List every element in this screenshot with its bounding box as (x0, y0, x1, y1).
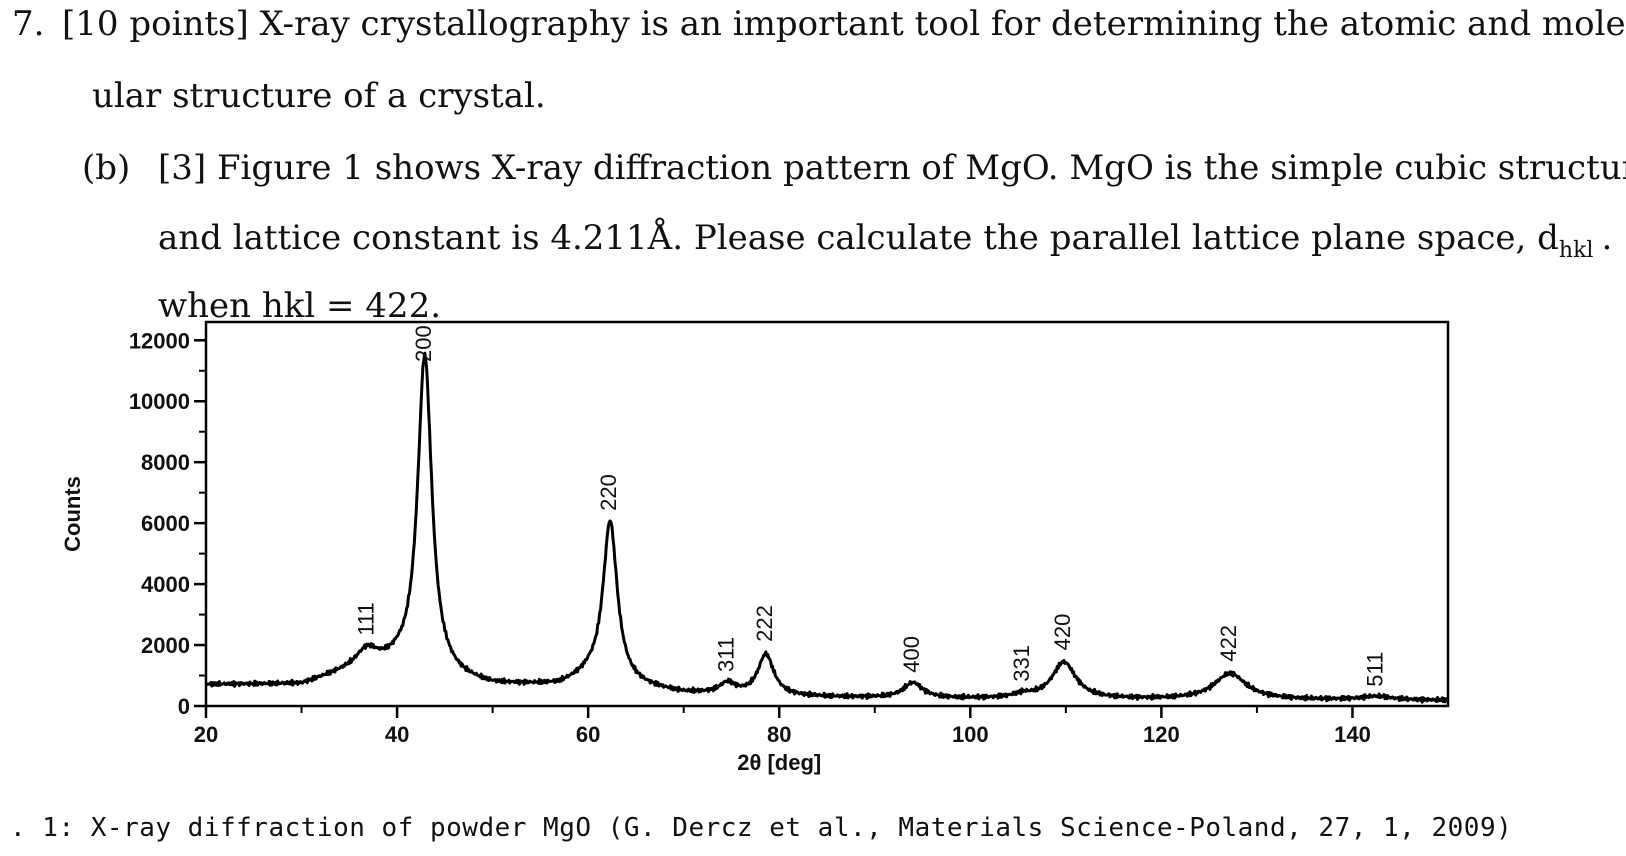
x-tick-label: 80 (767, 722, 791, 747)
peak-labels: 111 200 220 311 222 400 331 420 422 511 (353, 325, 1387, 686)
peak-label-400: 400 (899, 636, 924, 673)
x-tick-label: 40 (385, 722, 409, 747)
question-text-line-3: [3] Figure 1 shows X-ray diffraction pat… (158, 148, 1626, 188)
question-number: 7. (12, 4, 45, 44)
y-tick-label: 4000 (141, 572, 190, 597)
peak-label-222: 222 (752, 605, 777, 642)
peak-label-331: 331 (1009, 645, 1034, 682)
question-text-line-5: when hkl = 422. (158, 286, 442, 326)
question-text-line-2: ular structure of a crystal. (92, 76, 546, 116)
x-tick-label: 100 (952, 722, 989, 747)
y-tick-label: 12000 (129, 328, 190, 353)
x-tick-label: 140 (1334, 722, 1371, 747)
question-text-line-1: [10 points] X-ray crystallography is an … (62, 4, 1626, 44)
plot-frame (204, 320, 1450, 708)
hkl-subscript: hkl (1558, 237, 1594, 263)
y-axis-title: Counts (60, 476, 85, 552)
peak-label-111: 111 (353, 602, 378, 635)
x-tick-label: 60 (576, 722, 600, 747)
y-tick-label: 8000 (141, 450, 190, 475)
plot-border (204, 320, 1450, 708)
part-label: (b) (82, 148, 131, 188)
peak-label-420: 420 (1050, 614, 1075, 651)
y-tick-label: 6000 (141, 511, 190, 536)
peak-label-200: 200 (411, 325, 436, 362)
y-tick-label: 10000 (129, 389, 190, 414)
y-tick-label: 2000 (141, 633, 190, 658)
line-4-tail: . (1601, 218, 1613, 258)
xrd-chart: 0 2000 4000 6000 8000 10000 12000 20 40 60 80 100 1… (60, 320, 1450, 775)
y-tick-label: 0 (178, 694, 190, 719)
peak-label-422: 422 (1216, 625, 1241, 662)
peak-label-220: 220 (596, 474, 621, 511)
line-4-main: and lattice constant is 4.211Å. Please c… (158, 218, 1559, 258)
x-axis-title: 2θ [deg] (737, 750, 821, 775)
question-text-line-4: and lattice constant is 4.211Å. Please c… (158, 218, 1612, 271)
diffraction-curve (204, 351, 1450, 704)
peak-label-311: 311 (714, 637, 739, 672)
figure-caption: . 1: X-ray diffraction of powder MgO (G.… (10, 813, 1513, 843)
peak-label-511: 511 (1362, 652, 1387, 687)
y-axis-ticks: 0 2000 4000 6000 8000 10000 12000 (129, 328, 206, 719)
x-axis-ticks: 20 40 60 80 100 120 140 (194, 706, 1371, 747)
x-tick-label: 120 (1143, 722, 1180, 747)
x-tick-label: 20 (194, 722, 218, 747)
